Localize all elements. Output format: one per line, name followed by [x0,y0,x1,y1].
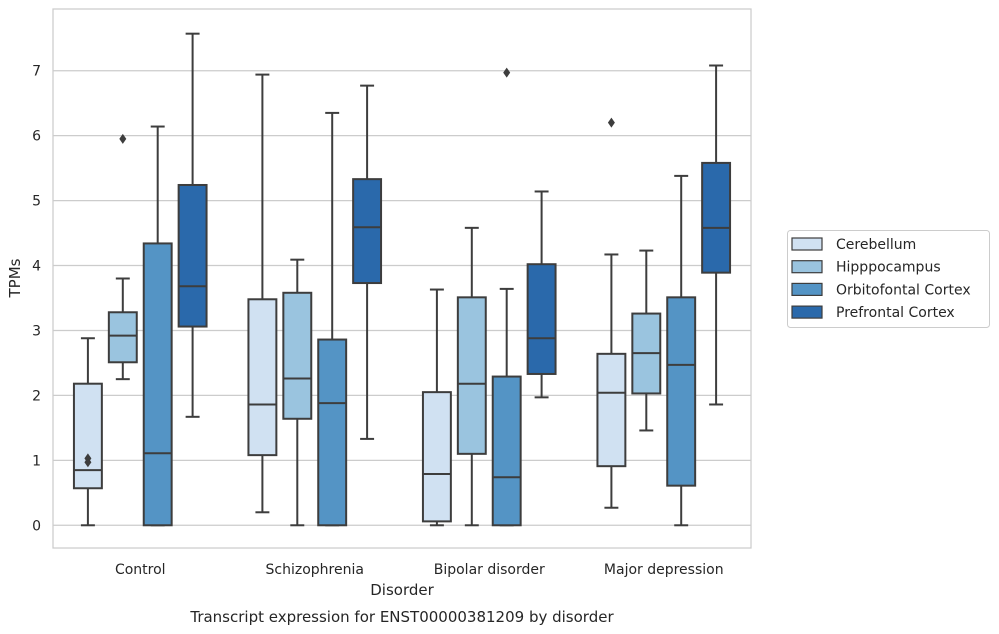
x-tick-label: Bipolar disorder [434,562,545,578]
box-1-1 [282,258,313,527]
box-0-2 [142,125,173,527]
box-0-1 [107,133,138,381]
box-2-3 [526,190,557,399]
box-body [352,178,383,285]
x-tick-label: Major depression [604,562,724,578]
legend-frame [787,230,990,328]
outlier-point [119,133,127,144]
box-body [491,375,522,527]
box-1-2 [317,111,348,527]
legend-swatch [791,237,823,251]
legend-swatch [791,260,823,274]
box-0-3 [177,32,208,418]
outlier-point [503,67,511,78]
x-tick-label: Schizophrenia [266,562,364,578]
plot-frame [52,8,752,549]
y-axis-ticks: 0 1 2 3 4 5 6 7 [32,64,41,535]
x-axis-title: Disorder [370,581,434,599]
legend-swatch [791,305,823,319]
y-tick-label: 4 [32,259,41,275]
box-body [596,352,627,468]
outlier-point [84,453,92,464]
legend-swatch [791,282,823,296]
box-body [421,391,452,523]
box-body [142,242,173,527]
box-3-1 [631,249,662,432]
box-1-3 [352,84,383,440]
box-2-0 [421,288,452,527]
y-tick-label: 2 [32,388,41,404]
chart-title: Transcript expression for ENST0000038120… [189,608,614,626]
y-tick-label: 5 [32,194,41,210]
box-body [701,161,732,274]
y-tick-label: 0 [32,518,41,534]
outlier-point [607,117,615,128]
box-3-2 [666,174,697,527]
y-tick-label: 3 [32,323,41,339]
box-body [107,311,138,364]
legend-label: Prefrontal Cortex [836,305,955,321]
box-body [282,291,313,420]
box-body [177,183,208,328]
box-1-0 [247,73,278,514]
box-body [247,298,278,457]
box-body [72,382,103,490]
box-0-0 [72,337,103,527]
box-2-2 [491,67,522,527]
legend-label: Hipppocampus [836,260,941,276]
y-tick-label: 7 [32,64,41,80]
box-3-3 [701,64,732,406]
y-tick-label: 1 [32,453,41,469]
x-tick-label: Control [115,562,166,578]
box-2-1 [456,226,487,527]
box-body [526,263,557,375]
box-series-group [72,32,732,527]
y-axis-title: TPMs [6,258,24,298]
box-body [456,296,487,455]
legend-label: Cerebellum [836,237,916,253]
legend: Cerebellum Hipppocampus Orbitofontal Corte… [787,230,990,328]
box-3-0 [596,117,627,509]
box-body [666,296,697,487]
y-tick-label: 6 [32,129,41,145]
box-body [317,338,348,527]
x-axis-ticks: Control Schizophrenia Bipolar disorder Majo… [115,562,724,578]
legend-label: Orbitofontal Cortex [836,282,971,298]
